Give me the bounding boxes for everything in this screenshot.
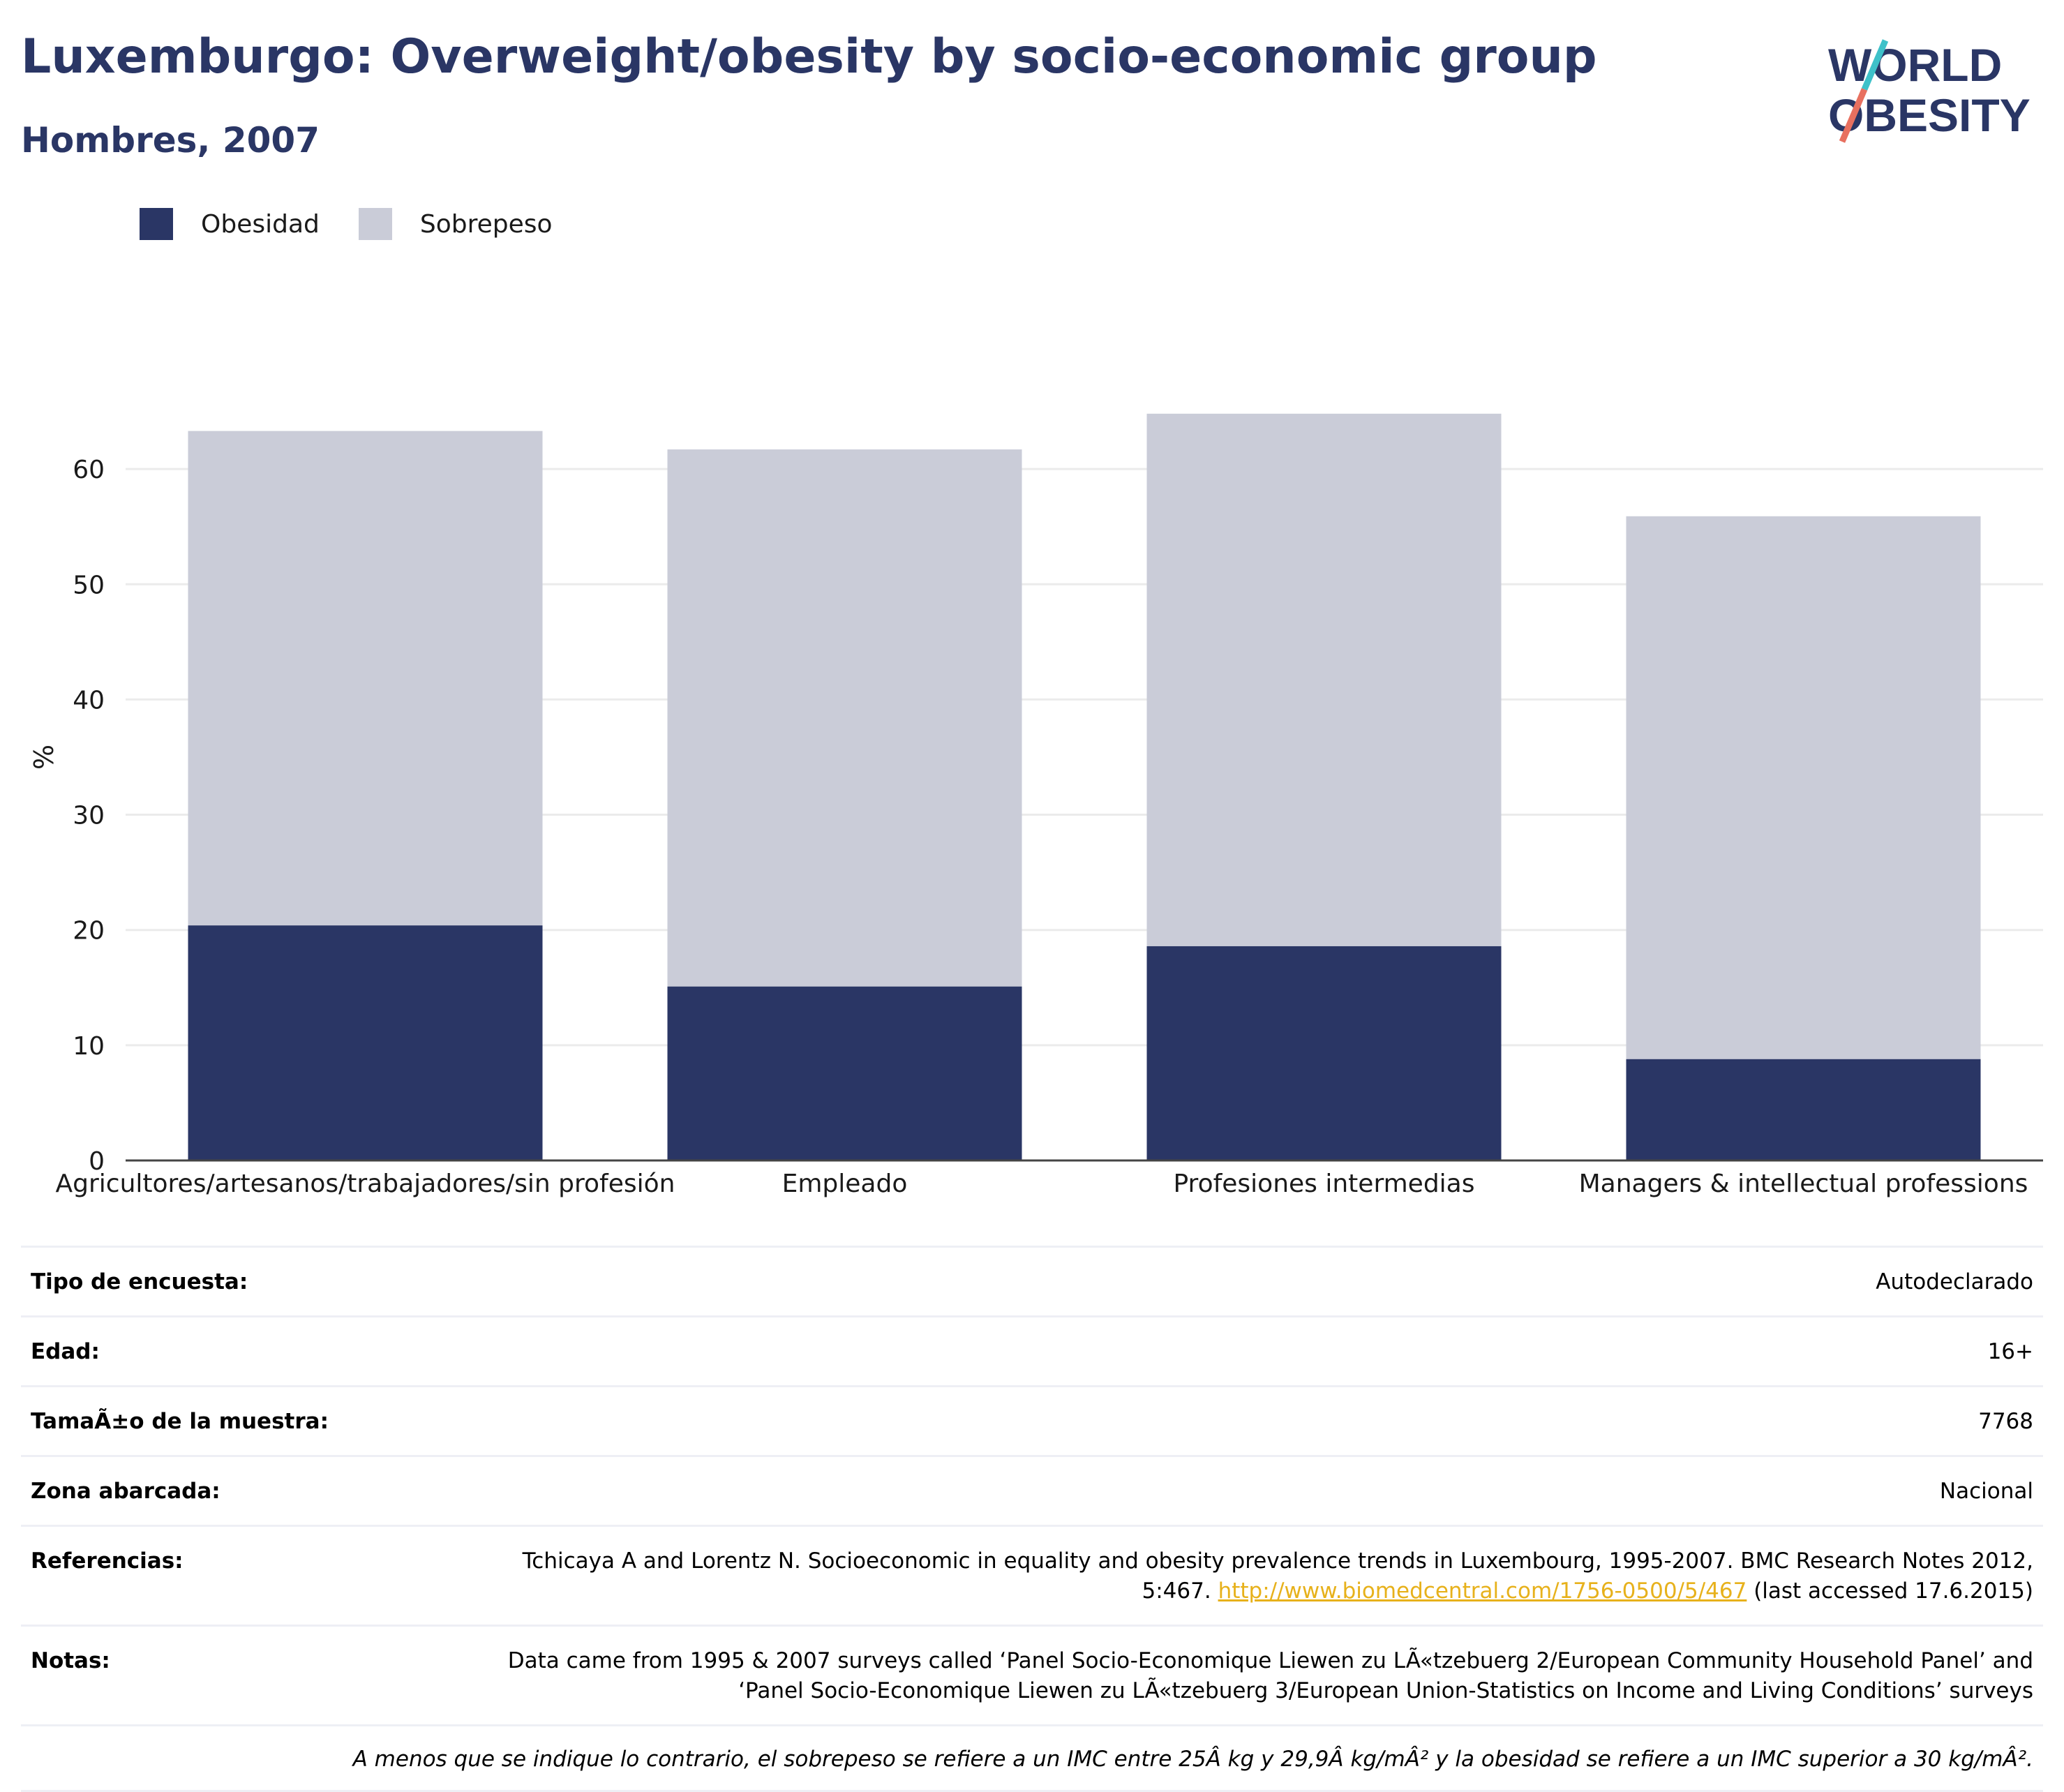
references-text: Tchicaya A and Lorentz N. Socioeconomic … <box>522 1548 2033 1604</box>
bar-obesidad <box>188 925 543 1160</box>
y-tick-label: 40 <box>73 686 105 715</box>
bar-obesidad <box>1626 1059 1981 1160</box>
bar-obesidad <box>667 986 1022 1160</box>
meta-value: 16+ <box>1987 1339 2033 1364</box>
meta-row: Edad: 16+ <box>21 1315 2043 1385</box>
meta-value: Autodeclarado <box>1876 1269 2033 1294</box>
page-subtitle: Hombres, 2007 <box>21 120 320 160</box>
y-tick-label: 20 <box>73 917 105 946</box>
bar-obesidad <box>1146 946 1502 1160</box>
legend-swatch-sobrepeso <box>358 208 392 240</box>
bar-sobrepeso <box>188 431 543 926</box>
meta-key: TamaÃ±o de la muestra: <box>31 1409 329 1434</box>
world-obesity-logo: WORLD OBESITY <box>1828 39 2031 143</box>
bar-sobrepeso <box>1146 413 1502 946</box>
references-value: Tchicaya A and Lorentz N. Socioeconomic … <box>449 1546 2033 1606</box>
y-tick-label: 30 <box>73 802 105 830</box>
notes-value: Data came from 1995 & 2007 surveys calle… <box>507 1648 2033 1703</box>
references-link[interactable]: http://www.biomedcentral.com/1756-0500/5… <box>1218 1578 1747 1604</box>
survey-details: Tipo de encuesta: Autodeclarado Edad: 16+ Ta… <box>21 1246 2043 1792</box>
meta-key: Edad: <box>31 1339 100 1364</box>
legend-item-sobrepeso[interactable]: Sobrepeso <box>358 208 553 240</box>
bar-sobrepeso <box>1626 516 1981 1059</box>
logo-line1: WORLD <box>1828 39 2002 91</box>
bar-sobrepeso <box>667 449 1022 987</box>
notes-row: Notas: Data came from 1995 & 2007 survey… <box>21 1625 2043 1724</box>
logo-slash-teal <box>1861 39 1889 91</box>
logo-slash-coral <box>1839 88 1868 143</box>
references-key: Referencias: <box>31 1548 184 1574</box>
notes-key: Notas: <box>31 1648 110 1673</box>
legend-swatch-obesidad <box>140 208 173 240</box>
meta-value: Nacional <box>1939 1479 2033 1504</box>
definition-footnote: A menos que se indique lo contrario, el … <box>21 1724 2043 1792</box>
y-axis-label: % <box>29 745 59 770</box>
y-tick-label: 60 <box>73 456 105 484</box>
meta-key: Zona abarcada: <box>31 1479 220 1504</box>
legend-label-sobrepeso: Sobrepeso <box>419 209 553 239</box>
legend-item-obesidad[interactable]: Obesidad <box>140 208 320 240</box>
meta-row: Zona abarcada: Nacional <box>21 1455 2043 1525</box>
references-accessed: (last accessed 17.6.2015) <box>1747 1578 2033 1604</box>
meta-value: 7768 <box>1978 1409 2033 1434</box>
meta-row: TamaÃ±o de la muestra: 7768 <box>21 1385 2043 1455</box>
x-tick-label: Agricultores/artesanos/trabajadores/sin … <box>56 1170 675 1198</box>
references-row: Referencias: Tchicaya A and Lorentz N. S… <box>21 1525 2043 1625</box>
x-tick-label: Managers & intellectual professions <box>1579 1170 2028 1198</box>
y-tick-label: 10 <box>73 1032 105 1061</box>
legend-label-obesidad: Obesidad <box>201 209 320 239</box>
meta-key: Tipo de encuesta: <box>31 1269 248 1294</box>
stacked-bar-chart: 0 10 20 30 40 50 60% Agricultores/artesanos/tra… <box>29 413 2043 1198</box>
x-tick-label: Profesiones intermedias <box>1173 1170 1474 1198</box>
y-tick-label: 50 <box>73 571 105 599</box>
y-tick-label: 0 <box>89 1147 105 1176</box>
chart-legend: Obesidad Sobrepeso <box>140 208 592 240</box>
page-title: Luxemburgo: Overweight/obesity by socio-… <box>21 29 1597 84</box>
meta-row: Tipo de encuesta: Autodeclarado <box>21 1246 2043 1315</box>
x-tick-label: Empleado <box>782 1170 908 1198</box>
